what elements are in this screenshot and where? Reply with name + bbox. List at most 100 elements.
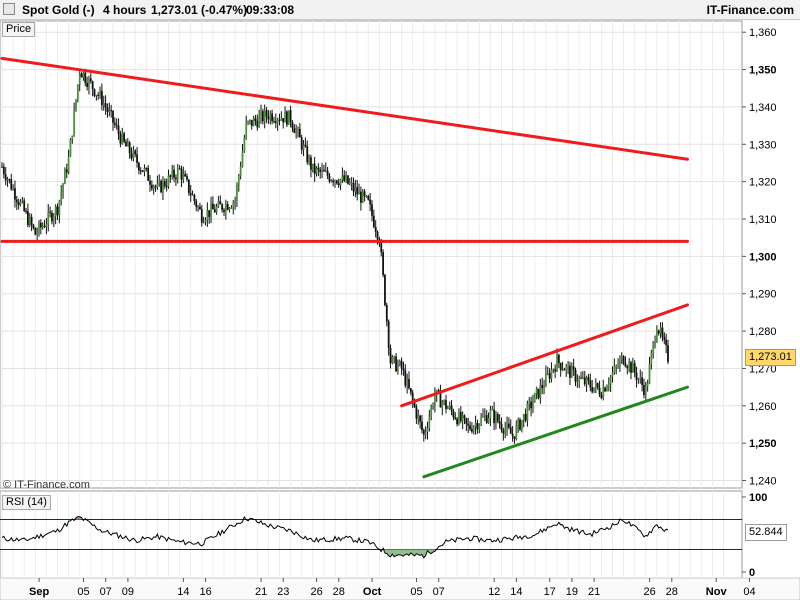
candle-body [224,203,227,212]
y-tick-label: 1,270 [749,363,777,375]
candle-body [274,121,277,124]
candle-body [330,180,333,182]
candle-body [397,364,399,372]
candle-body [371,204,373,216]
y-tick-label: 1,320 [749,177,777,189]
candle-body [528,401,531,404]
candle-body [226,203,229,210]
candle-body [182,174,185,180]
candle-body [298,128,301,138]
candle-body [369,199,372,205]
candle-body [65,169,68,173]
candle-body [143,168,146,172]
candle-body [219,201,222,205]
candle-body [646,383,649,387]
candle-body [58,200,61,216]
candle-body [648,364,651,384]
candle-body [580,377,582,379]
candle-body [537,388,540,399]
candle-body [454,417,457,419]
candle-body [358,191,360,195]
candle-body [276,119,279,124]
candle-body [439,391,442,408]
candle-body [485,415,488,423]
grid-menu-icon[interactable] [3,3,15,15]
candle-body [604,387,606,392]
candle-body [561,369,564,371]
candle-body [448,405,451,408]
x-tick-label: 05 [410,586,422,598]
candle-body [354,187,357,192]
candle-body [28,217,31,226]
candle-body [311,163,314,170]
candle-body [495,414,497,423]
candle-body [613,366,616,373]
candle-body [348,183,351,185]
candle-body [237,175,240,186]
candle-body [496,414,499,422]
candle-body [128,142,131,154]
candle-body [437,390,440,392]
candle-body [221,204,224,210]
candle-body [657,330,660,334]
candle-body [598,387,601,395]
candle-body [500,423,503,430]
candle-body [271,113,273,122]
candle-body [306,146,309,163]
candle-body [191,194,194,196]
candle-body [570,366,573,378]
candle-body [565,366,568,371]
candle-body [136,154,138,163]
candle-body [310,157,312,170]
candle-body [421,421,423,431]
candle-body [147,168,150,181]
candle-body [317,167,320,170]
candle-body [609,376,612,385]
candle-body [667,345,669,362]
price-pane-frame [0,20,743,489]
candle-body [319,169,322,173]
rsi-tick-label: 0 [749,567,755,579]
candle-body [75,99,77,110]
candle-body [250,119,253,127]
x-tick-label: 19 [566,586,578,598]
candle-body [471,429,473,432]
candle-body [154,186,157,188]
candle-body [321,169,323,173]
candle-body [132,150,135,159]
candle-body [47,211,50,225]
candle-body [249,119,251,122]
candle-body [15,199,18,203]
candle-body [385,304,388,322]
candle-body [363,191,366,197]
candle-body [335,180,338,184]
candle-body [247,121,249,123]
candle-body [408,378,410,389]
candle-body [360,191,362,203]
candle-body [71,135,74,140]
candle-body [395,356,397,372]
candle-body [498,421,501,424]
candle-body [291,122,294,129]
candle-body [626,366,629,369]
candle-body [422,430,425,435]
candle-body [491,409,494,411]
time-axis-band [0,577,800,600]
candle-body [594,383,597,388]
candle-body [572,366,575,370]
x-tick-label: 21 [588,586,600,598]
candle-body [474,423,477,427]
watermark: © IT-Finance.com [3,479,90,491]
rsi-tick-label: 100 [749,492,767,504]
rsi-pane-label: RSI (14) [2,495,51,510]
candle-body [400,360,403,369]
candle-body [101,90,103,106]
candle-body [596,383,599,388]
candle-body [158,180,161,184]
candle-body [356,187,359,195]
brand-label[interactable]: IT-Finance.com [706,3,794,17]
y-tick-label: 1,310 [749,214,777,226]
candle-body [559,363,562,370]
candle-body [430,406,433,417]
